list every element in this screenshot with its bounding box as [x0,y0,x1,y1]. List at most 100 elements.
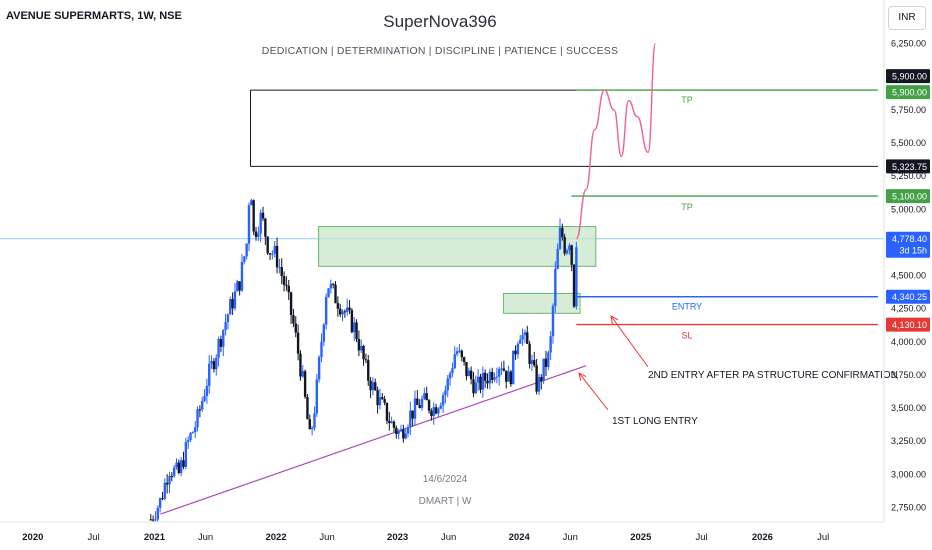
candle-body [233,291,237,309]
candle-body [217,339,220,358]
support-trendline [160,365,587,515]
second-entry-arrow [610,315,649,368]
candle-body [462,357,466,362]
candle-body [383,399,386,403]
currency-button[interactable]: INR [888,6,926,30]
label-5323-bg [886,159,930,174]
candle-body [441,395,445,406]
candle-body [357,339,361,351]
candle-body [243,256,246,262]
candle-body [327,288,330,298]
candle-body [289,292,293,315]
candle-body [374,382,377,391]
candle-body [301,371,304,377]
candle-body [444,390,447,396]
candle-body [446,378,449,391]
symbol-title[interactable]: AVENUE SUPERMARTS, 1W, NSE [6,10,182,22]
price-tick-label: 3,500.00 [891,403,926,413]
price-tick-label: 2,750.00 [891,502,926,512]
candle-body [306,396,309,420]
watermark-date: 14/6/2024 [422,474,468,485]
candle-body [329,283,333,289]
candle-body [338,308,342,315]
candle-body [572,264,576,307]
first-entry-arrow-head [578,372,587,381]
candle-body [514,350,517,355]
time-tick-label: Jun [319,532,334,543]
second-entry-arrow-head [610,315,619,324]
candle-body [205,385,209,396]
candle-body [558,227,562,249]
candle-body [334,284,337,304]
candle-body [324,297,328,325]
candle-body [343,311,347,313]
candle-body [360,345,363,351]
candle-body [381,397,384,400]
candle-body [404,433,407,439]
candle-body [530,360,534,364]
candle-body [535,365,538,392]
candle-body [505,370,508,382]
label-entry-bg [886,289,930,304]
candle-body [165,482,169,485]
candles [149,198,578,527]
label-5100: 5,100.00 [892,192,927,202]
price-tick-label: 3,000.00 [891,469,926,479]
candle-body [418,404,421,408]
candle-body [254,231,258,237]
candle-body [388,420,391,424]
candle-body [413,398,417,419]
time-tick-label: Jun [563,532,578,543]
candle-body [362,345,365,360]
candle-body [196,409,199,428]
price-tick-label: 6,250.00 [891,39,926,49]
candle-body [472,379,475,394]
label-5900-black-bg [886,69,930,84]
candle-body [296,332,300,354]
candle-body [416,398,419,405]
resistance-zone [318,226,597,267]
candle-body [556,248,559,269]
candle-body [467,370,470,377]
price-tick-label: 5,500.00 [891,138,926,148]
candle-body [430,410,433,416]
candle-body [210,361,213,364]
candle-body [348,307,351,311]
candle-body [439,405,442,409]
time-tick-label: 2026 [752,532,773,543]
label-5900-black: 5,900.00 [892,72,927,82]
candle-body [568,245,571,251]
candle-body [350,310,354,333]
candle-body [554,268,557,307]
candle-body [257,233,260,237]
candle-body [245,243,248,257]
candle-body [322,324,326,342]
candle-body [369,380,372,391]
candle-body [168,476,171,485]
candle-body [299,353,302,377]
candle-body [423,393,426,399]
projection-path [575,43,657,240]
candle-body [201,400,204,410]
tp-lower-label: TP [681,202,693,212]
candle-body [420,398,424,408]
time-axis: 2020 Jul 2021 Jun 2022 Jun 2023 Jun 2024 Jun 2025 J… [0,521,932,550]
candle-body [259,212,262,234]
candle-body [507,371,510,382]
label-sl: 4,130.10 [892,320,927,330]
tp-upper-label: TP [681,95,693,105]
candle-body [226,314,230,323]
candle-body [247,205,251,244]
author-name: SuperNova396 [383,12,497,31]
candle-body [261,212,265,219]
candle-body [231,299,234,309]
price-tick-label: 5,000.00 [891,204,926,214]
price-tick-label: 3,750.00 [891,370,926,380]
candle-body [282,276,286,285]
candle-body [175,462,178,468]
price-tick-label: 5,750.00 [891,105,926,115]
candle-body [521,335,524,340]
price-tick-label: 3,250.00 [891,436,926,446]
time-tick-label: 2025 [630,532,652,543]
